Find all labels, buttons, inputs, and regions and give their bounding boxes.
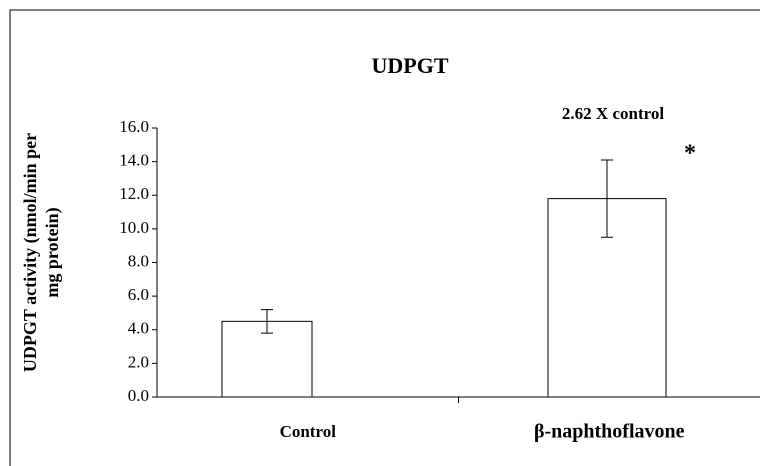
chart-frame [9,9,760,466]
y-tick-label: 10.0 [119,218,149,237]
y-tick-label: 4.0 [128,319,149,338]
y-tick-label: 0.0 [128,386,149,405]
y-tick-label: 6.0 [128,285,149,304]
y-tick-label: 2.0 [128,352,149,371]
y-tick-label: 16.0 [119,117,149,136]
annotation: * [684,141,696,167]
x-tick-label: Control [280,422,337,441]
annotation: 2.62 X control [562,104,664,123]
error-bar [261,309,273,334]
y-axis-label: mg protein) [42,207,63,297]
bar [221,320,313,398]
x-tick-label: β-naphthoflavone [534,421,685,443]
y-axis-label: UDPGT activity (nmol/min per [20,133,41,372]
y-tick-label: 14.0 [119,151,149,170]
error-bar [601,159,613,238]
y-tick-label: 8.0 [128,251,149,270]
chart-title: UDPGT [372,53,449,78]
y-tick-label: 12.0 [119,184,149,203]
